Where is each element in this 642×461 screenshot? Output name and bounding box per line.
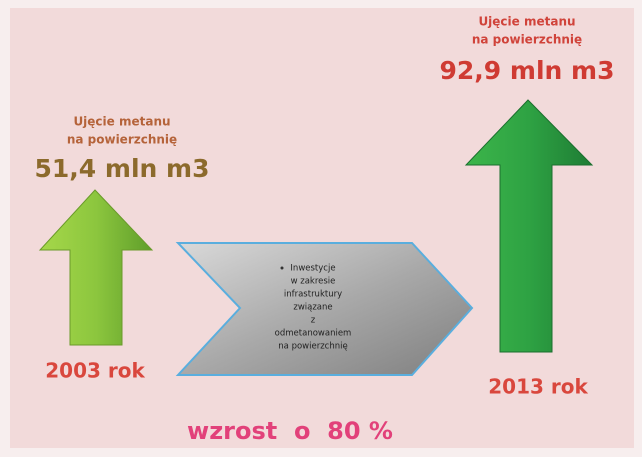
left-amount: 51,4 mln m3 (35, 154, 210, 183)
large-arrow (464, 99, 594, 353)
investment-line: w zakresie (291, 277, 336, 287)
investment-line: Inwestycje (290, 264, 335, 274)
left-year: 2003 rok (45, 359, 145, 383)
right-heading: Ujęcie metanu (478, 15, 575, 29)
left-heading: na powierzchnię (67, 133, 177, 147)
bullet (280, 266, 284, 270)
right-heading: na powierzchnię (472, 33, 582, 47)
investment-line: odmetanowaniem (275, 329, 352, 339)
investment-line: infrastruktury (284, 290, 342, 300)
investment-text: Inwestycje w zakresie infrastruktury związa… (275, 264, 352, 352)
investment-line: z (311, 316, 316, 326)
growth-note: wzrost o 80 % (187, 417, 393, 445)
left-heading: Ujęcie metanu (73, 115, 170, 129)
investment-line: na powierzchnię (278, 342, 347, 352)
investment-line: związane (293, 303, 332, 313)
right-amount: 92,9 mln m3 (440, 56, 615, 85)
right-year: 2013 rok (488, 375, 588, 399)
small-arrow (38, 189, 154, 346)
investment-chevron (175, 242, 474, 376)
